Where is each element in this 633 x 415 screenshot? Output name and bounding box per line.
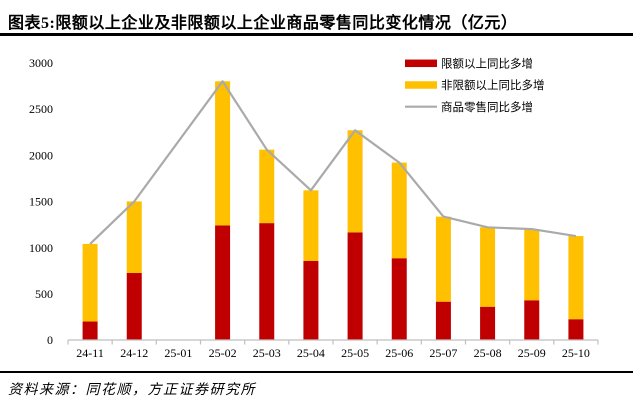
y-axis-label: 1000 <box>29 241 53 255</box>
x-axis-label: 25-05 <box>341 346 369 360</box>
legend-swatch <box>405 59 437 68</box>
x-axis-label: 24-11 <box>76 346 104 360</box>
y-axis-label: 2500 <box>29 102 53 116</box>
y-axis-label: 0 <box>47 333 53 347</box>
bar-segment-below-quota <box>480 227 496 307</box>
x-axis-label: 24-12 <box>120 346 148 360</box>
x-axis-label: 25-07 <box>429 346 457 360</box>
figure-title: 图表5:限额以上企业及非限额以上企业商品零售同比变化情况（亿元） <box>8 15 518 32</box>
bar-segment-below-quota <box>435 216 451 302</box>
bar-segment-below-quota <box>215 81 231 226</box>
bar-segment-above-quota <box>215 225 231 340</box>
footer-rule <box>0 371 633 373</box>
bar-segment-below-quota <box>82 243 98 322</box>
bar-segment-below-quota <box>303 190 319 261</box>
bar-segment-above-quota <box>480 306 496 340</box>
legend-label: 商品零售同比多增 <box>441 100 533 114</box>
source-note: 资料来源：同花顺，方正证券研究所 <box>8 383 256 398</box>
x-axis-label: 25-06 <box>385 346 413 360</box>
bar-segment-above-quota <box>435 301 451 340</box>
bar-segment-below-quota <box>126 201 142 274</box>
x-axis-label: 25-09 <box>518 346 546 360</box>
bar-segment-above-quota <box>347 232 363 340</box>
bar-segment-above-quota <box>568 319 584 340</box>
bar-segment-above-quota <box>259 223 275 340</box>
chart-area: 0 500 1000 1500 2000 2500 3000 24-11 24-12 25-01 2… <box>0 40 633 370</box>
bar-segment-below-quota <box>347 130 363 233</box>
y-axis-label: 3000 <box>29 56 53 70</box>
bar-segment-above-quota <box>391 258 407 340</box>
x-axis-label: 25-02 <box>209 346 237 360</box>
bar-segment-below-quota <box>568 236 584 320</box>
x-axis-label: 25-01 <box>164 346 192 360</box>
legend-label: 非限额以上同比多增 <box>441 78 545 92</box>
bar-segment-below-quota <box>524 229 540 301</box>
total-line-series <box>89 80 577 245</box>
legend-label: 限额以上同比多增 <box>441 57 533 71</box>
x-axis-label: 25-10 <box>562 346 590 360</box>
x-axis-label: 25-08 <box>474 346 502 360</box>
x-axis-label: 25-04 <box>297 346 325 360</box>
bar-segment-above-quota <box>524 300 540 340</box>
bar-segment-below-quota <box>391 162 407 259</box>
bar-segment-above-quota <box>82 321 98 340</box>
bar-segment-below-quota <box>259 149 275 224</box>
title-rule <box>0 33 633 36</box>
retail-yoy-combo-chart: 0 500 1000 1500 2000 2500 3000 24-11 24-12 25-01 2… <box>29 56 599 360</box>
y-axis-label: 2000 <box>29 148 53 162</box>
legend-swatch <box>405 81 437 89</box>
y-axis-label: 500 <box>35 287 53 301</box>
bar-segment-above-quota <box>126 273 142 340</box>
y-axis-label: 1500 <box>29 195 53 209</box>
bar-segment-above-quota <box>303 260 319 340</box>
x-axis-label: 25-03 <box>253 346 281 360</box>
